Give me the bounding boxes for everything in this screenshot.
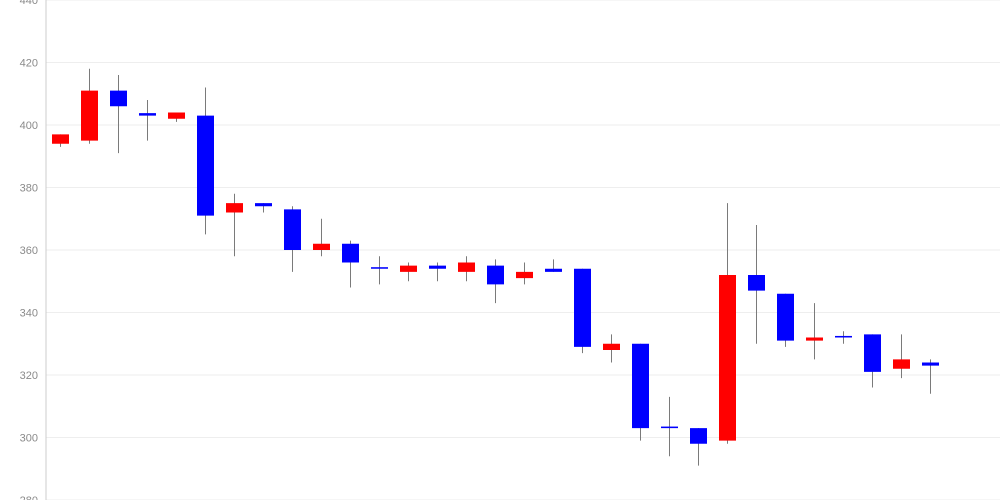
candle-body xyxy=(284,209,301,250)
candle-body xyxy=(313,244,330,250)
candle-body xyxy=(197,116,214,216)
y-axis-label: 440 xyxy=(20,0,38,7)
candle-body xyxy=(690,428,707,444)
candle-body xyxy=(545,269,562,272)
candle-body xyxy=(661,427,678,429)
candle-body xyxy=(835,336,852,338)
candle-body xyxy=(719,275,736,441)
candle-body xyxy=(400,266,417,272)
candle-body xyxy=(458,263,475,272)
y-axis-label: 360 xyxy=(20,245,38,257)
candle-body xyxy=(864,334,881,372)
y-axis-label: 300 xyxy=(20,433,38,445)
y-axis-label: 380 xyxy=(20,183,38,195)
candle-body xyxy=(371,267,388,269)
y-axis-label: 420 xyxy=(20,58,38,70)
candle-body xyxy=(255,203,272,206)
candle-body xyxy=(777,294,794,341)
y-axis-label: 320 xyxy=(20,370,38,382)
candle-body xyxy=(52,134,69,143)
y-axis-label: 400 xyxy=(20,120,38,132)
candle-body xyxy=(81,91,98,141)
candle-body xyxy=(516,272,533,278)
candle-body xyxy=(922,363,939,366)
candle-body xyxy=(603,344,620,350)
candle-body xyxy=(139,113,156,116)
candle-body xyxy=(748,275,765,291)
candle-body xyxy=(226,203,243,212)
candle-body xyxy=(893,359,910,368)
candle-body xyxy=(806,338,823,341)
candle-body xyxy=(342,244,359,263)
candle-body xyxy=(110,91,127,107)
candle-body xyxy=(574,269,591,347)
candle-body xyxy=(632,344,649,428)
candle-body xyxy=(487,266,504,285)
candlestick-chart: 280 300 320 340 360 380 400 420 440 xyxy=(0,0,1000,500)
y-axis-label: 340 xyxy=(20,308,38,320)
y-axis-label: 280 xyxy=(20,495,38,500)
candle-body xyxy=(168,113,185,119)
candle-body xyxy=(429,266,446,269)
